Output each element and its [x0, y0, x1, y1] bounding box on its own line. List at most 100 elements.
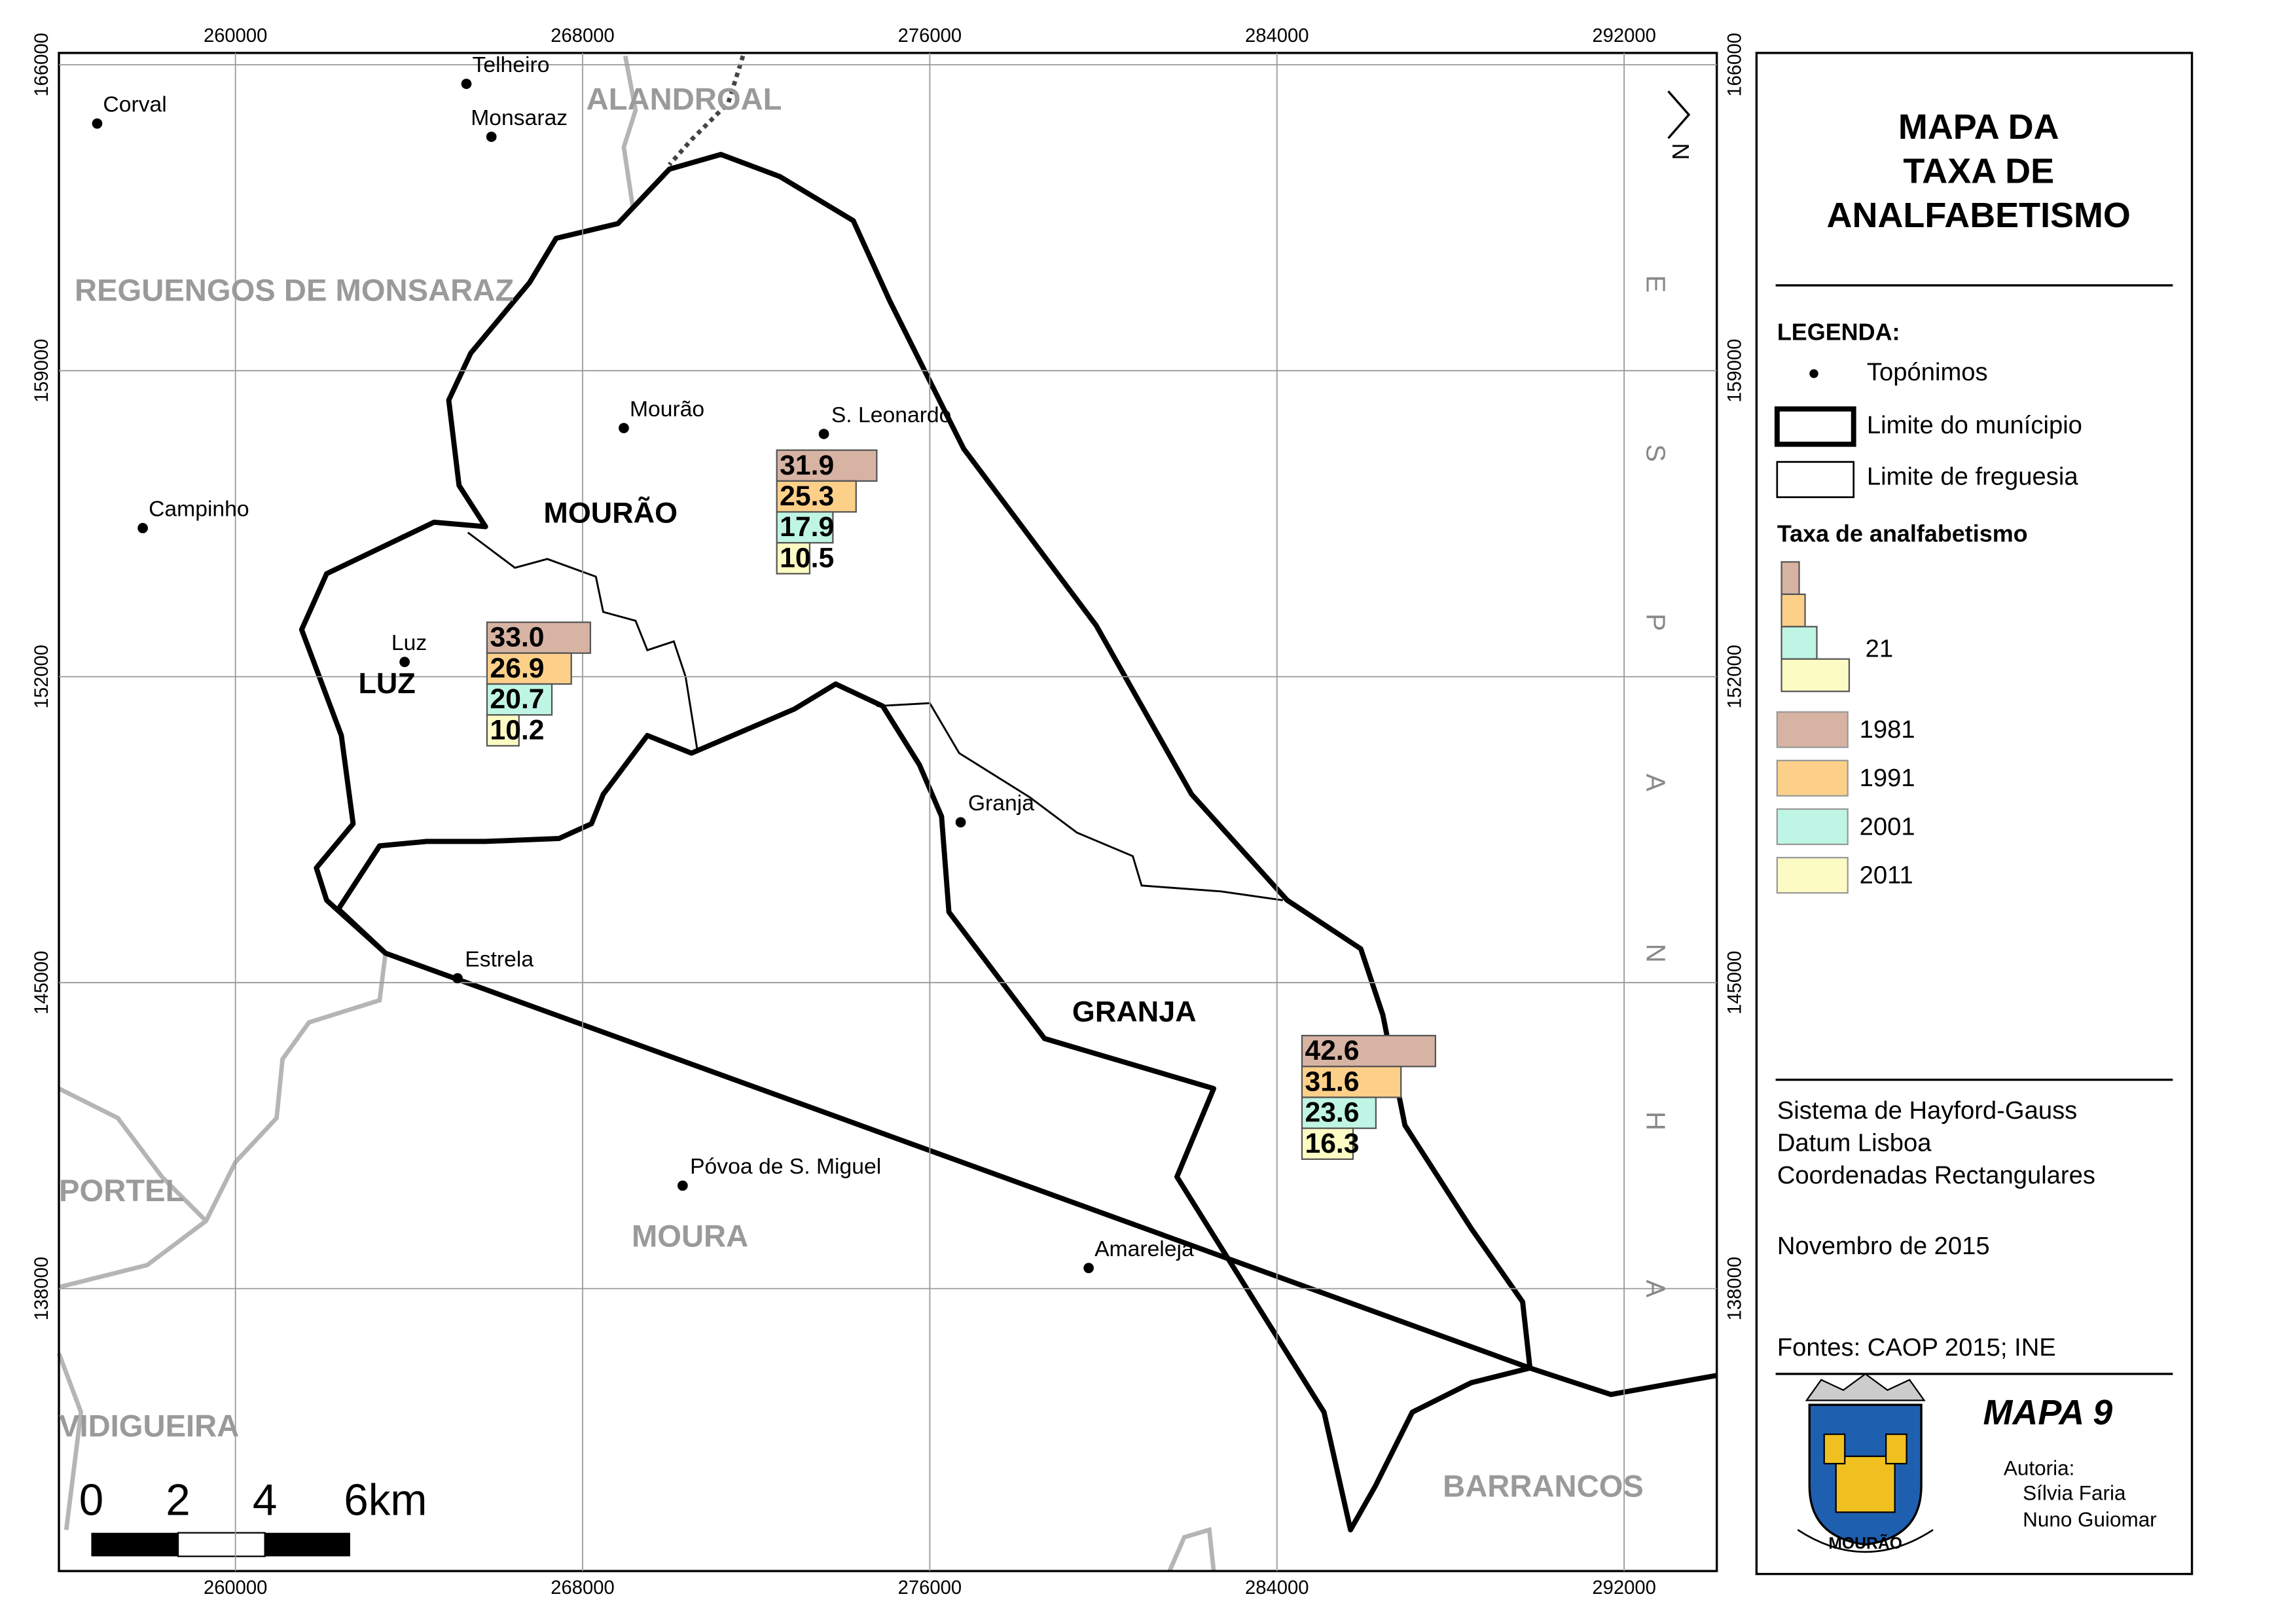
emblem-text: MOURÃO: [1828, 1534, 1902, 1553]
emblem-tower: [1823, 1433, 1846, 1465]
legend-point-symbol: [1809, 369, 1818, 378]
scale-segment: [264, 1532, 350, 1557]
country-letter: A: [1640, 774, 1671, 791]
y-tick-label: 145000: [1725, 950, 1746, 1014]
title: TAXA DE: [1903, 151, 2054, 190]
rate-label: 25.3: [780, 480, 834, 512]
place-label: Corval: [103, 92, 166, 117]
scale-label: 6km: [344, 1476, 427, 1525]
rate-bar: [1301, 1127, 1354, 1160]
legend-item: Limite do munícipio: [1867, 411, 2082, 439]
boundary-portel: [58, 952, 388, 1290]
rate-bar: [776, 449, 878, 482]
rate-bar: [776, 542, 811, 575]
rate-bar: [486, 652, 572, 685]
legend-size-symbol: [1780, 626, 1818, 660]
parish-boundary-luz: [467, 532, 698, 751]
emblem: [1797, 1373, 1934, 1553]
legend-rate-heading: Taxa de analfabetismo: [1777, 520, 2028, 547]
country-letter: P: [1640, 613, 1671, 631]
place-label: Amareleja: [1094, 1236, 1194, 1261]
y-tick-label: 159000: [1725, 339, 1746, 403]
parish-boundary-granja: [876, 702, 1283, 901]
rate-label: 33.0: [490, 622, 544, 653]
legend-item: Limite de freguesia: [1867, 462, 2078, 490]
legend-municipality-symbol: [1774, 406, 1856, 447]
rate-label: 17.9: [780, 511, 834, 543]
parish-label: MOURÃO: [543, 496, 678, 529]
y-tick-label: 166000: [1725, 33, 1746, 96]
x-tick-label: 292000: [1592, 26, 1655, 46]
place-label: Campinho: [149, 497, 249, 522]
scale-label: 2: [166, 1476, 190, 1525]
municipality-boundary: [298, 152, 1718, 1533]
rate-bar: [1301, 1034, 1437, 1068]
place-label: Telheiro: [472, 52, 549, 77]
legend-class-label: 2001: [1860, 812, 1915, 840]
boundary-vidigueira: [56, 1352, 84, 1530]
y-tick-label: 152000: [31, 645, 52, 708]
author-heading: Autoria:: [2004, 1456, 2074, 1479]
municipality-label: VIDIGUEIRA: [59, 1409, 239, 1444]
rate-bar: [486, 621, 592, 654]
legend-class-label: 1981: [1860, 715, 1915, 744]
rate-label: 31.6: [1305, 1066, 1359, 1097]
neighbour-boundaries: [56, 55, 1216, 1572]
x-tick-label: 268000: [551, 1578, 614, 1598]
side-panel: [1755, 52, 2194, 1576]
date-text: Novembro de 2015: [1777, 1232, 1990, 1260]
place-label: Mourão: [630, 397, 704, 422]
legend-size-symbol: [1780, 561, 1800, 596]
x-tick-label: 292000: [1592, 1578, 1655, 1598]
place-point: [619, 423, 629, 433]
parish-boundaries: [467, 532, 1283, 901]
map-number: MAPA 9: [1983, 1393, 2112, 1432]
place-point: [452, 973, 463, 984]
country-letter: H: [1640, 1111, 1671, 1130]
place-point: [399, 657, 410, 668]
place-point: [955, 817, 966, 828]
y-tick-label: 159000: [31, 339, 52, 403]
municipality-label: ALANDROAL: [587, 82, 782, 117]
x-tick-label: 260000: [204, 26, 267, 46]
rate-label: 26.9: [490, 653, 544, 684]
legend-size-symbol: [1780, 593, 1806, 628]
parish-label: LUZ: [358, 666, 415, 700]
north-label: N: [1667, 143, 1694, 160]
rate-bar: [486, 714, 520, 747]
rate-label: 10.5: [780, 542, 834, 573]
emblem-crown: [1805, 1373, 1926, 1401]
x-tick-label: 276000: [898, 26, 962, 46]
emblem-ribbon: [1797, 1529, 1934, 1553]
place-point: [486, 132, 497, 142]
map-frame: [56, 52, 1718, 1572]
rate-label: 10.2: [490, 714, 544, 746]
author-name: Sílvia Faria: [2023, 1482, 2126, 1505]
x-tick-label: 284000: [1245, 1578, 1309, 1598]
x-tick-label: 284000: [1245, 26, 1309, 46]
scale-segment: [177, 1532, 266, 1557]
boundary-alandroal: [621, 55, 638, 207]
y-tick-label: 138000: [1725, 1257, 1746, 1320]
rate-label: 16.3: [1305, 1128, 1359, 1159]
country-letter: E: [1640, 275, 1671, 293]
country-letter: A: [1640, 1280, 1671, 1297]
y-tick-label: 145000: [31, 950, 52, 1014]
title: ANALFABETISMO: [1827, 196, 2131, 235]
place-label: Estrela: [465, 947, 533, 971]
legend-size-label: 21: [1866, 634, 1893, 662]
x-tick-label: 268000: [551, 26, 614, 46]
title: MAPA DA: [1898, 107, 2059, 147]
place-label: Granja: [968, 791, 1034, 816]
rate-label: 31.9: [780, 450, 834, 481]
y-tick-label: 138000: [31, 1257, 52, 1320]
map-border: [58, 52, 1718, 1572]
boundary-barrancos: [1167, 1526, 1216, 1572]
municipality-label: PORTEL: [59, 1174, 184, 1208]
info-text: Coordenadas Rectangulares: [1777, 1161, 2095, 1189]
author-name: Nuno Guiomar: [2023, 1508, 2157, 1531]
legend-class-label: 2011: [1860, 861, 1913, 889]
parish-label: GRANJA: [1072, 994, 1197, 1028]
rate-label: 20.7: [490, 683, 544, 715]
